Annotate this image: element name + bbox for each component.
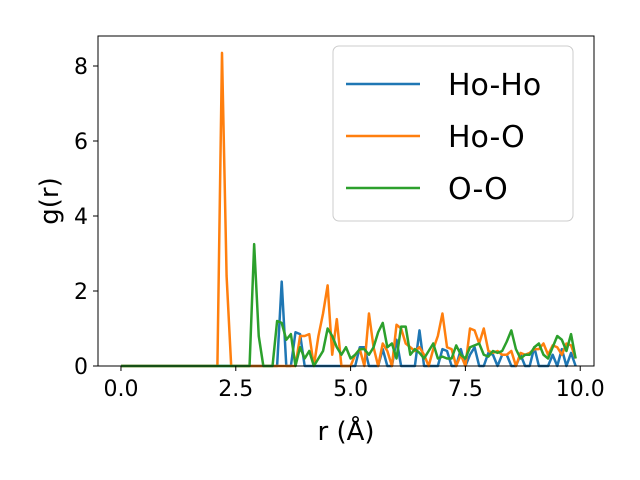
legend-label-o-o: O-O — [448, 172, 508, 207]
x-tick-label: 7.5 — [448, 377, 483, 402]
y-tick-label: 6 — [74, 130, 88, 155]
y-tick-label: 2 — [74, 280, 88, 305]
legend-label-ho-o: Ho-O — [448, 120, 525, 155]
x-tick-label: 10.0 — [556, 377, 605, 402]
legend: Ho-Ho Ho-O O-O — [332, 45, 574, 222]
x-axis: 0.0 2.5 5.0 7.5 10.0 — [103, 366, 605, 402]
axes-frame — [97, 35, 595, 367]
y-tick-label: 0 — [74, 355, 88, 380]
legend-label-ho-ho: Ho-Ho — [448, 68, 541, 103]
y-axis-label: g(r) — [35, 177, 65, 224]
x-tick-label: 2.5 — [218, 377, 253, 402]
y-tick-label: 8 — [74, 55, 88, 80]
y-axis: 0 2 4 6 8 — [74, 55, 98, 380]
x-tick-label: 5.0 — [333, 377, 368, 402]
series-line-o-o — [120, 242, 577, 368]
legend-box — [332, 45, 574, 222]
x-axis-label: r (Å) — [317, 415, 374, 447]
x-tick-label: 0.0 — [103, 377, 138, 402]
y-tick-label: 4 — [74, 205, 88, 230]
